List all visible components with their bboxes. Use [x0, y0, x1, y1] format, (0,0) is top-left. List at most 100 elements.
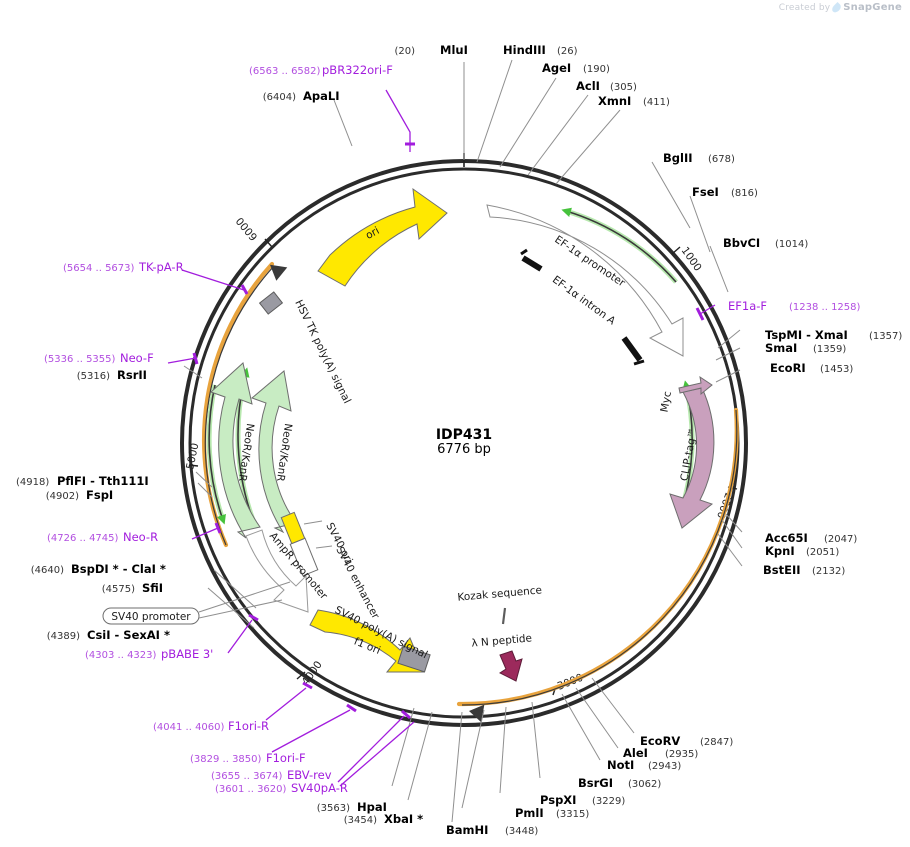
label-tspMI-xmaI: TspMI - XmaI (1357) — [765, 328, 902, 342]
svg-text:(5654 .. 5673): (5654 .. 5673) — [63, 263, 135, 274]
svg-text:(816): (816) — [731, 188, 758, 199]
snapgene-watermark: Created by SnapGene — [778, 1, 902, 14]
watermark-prefix: Created by — [778, 2, 831, 13]
label-bglII: BglII (678) — [663, 151, 735, 165]
label-neo-f-primer: (5336 .. 5355) Neo-F — [44, 351, 154, 365]
feature-label-sv40-promoter: SV40 promoter — [111, 611, 191, 623]
feature-neor-kanr-2: NeoR/KanR — [251, 370, 297, 534]
svg-text:(3454): (3454) — [344, 815, 377, 826]
svg-text:(4303 .. 4323): (4303 .. 4323) — [85, 650, 157, 661]
svg-text:(411): (411) — [643, 97, 670, 108]
svg-text:(2943): (2943) — [648, 761, 681, 772]
label-pmlI: PmlI (3315) — [515, 806, 589, 820]
svg-text:(6563 .. 6582): (6563 .. 6582) — [249, 66, 321, 77]
svg-text:(4640): (4640) — [31, 565, 64, 576]
label-bamHI: BamHI (3448) — [446, 823, 538, 837]
label-f1ori-r-primer: (4041 .. 4060) F1ori-R — [153, 719, 269, 733]
label-hindIII: HindIII (26) — [503, 43, 578, 57]
svg-text:(20): (20) — [394, 46, 415, 57]
feature-ef1a-intron: EF-1α intron A — [520, 248, 645, 366]
svg-text:(4041 .. 4060): (4041 .. 4060) — [153, 722, 225, 733]
svg-text:HindIII: HindIII — [503, 43, 546, 57]
plasmid-center-label: IDP431 6776 bp — [436, 427, 492, 457]
svg-text:EcoRV: EcoRV — [640, 734, 680, 748]
svg-text:Neo-F: Neo-F — [120, 351, 154, 365]
feature-ef1a-promoter: EF-1α promoter — [486, 204, 684, 357]
svg-text:(4575): (4575) — [102, 584, 135, 595]
svg-text:(2935): (2935) — [665, 749, 698, 760]
plasmid-name: IDP431 — [436, 427, 492, 443]
svg-text:(3315): (3315) — [556, 809, 589, 820]
svg-text:HpaI: HpaI — [357, 800, 387, 814]
label-acc65I: Acc65I (2047) — [765, 531, 857, 545]
svg-text:EcoRI: EcoRI — [770, 361, 806, 375]
orange-region-arc — [201, 261, 739, 723]
label-neo-r-primer: (4726 .. 4745) Neo-R — [47, 530, 158, 544]
svg-text:BbvCI: BbvCI — [723, 236, 760, 250]
feature-label-myc: Myc — [658, 390, 674, 413]
svg-text:6000: 6000 — [234, 215, 260, 243]
leader-lines — [183, 59, 743, 823]
svg-text:(3563): (3563) — [317, 803, 350, 814]
svg-text:(190): (190) — [583, 64, 610, 75]
label-apaLI: (6404) ApaLI — [263, 89, 340, 103]
svg-text:(3601 .. 3620): (3601 .. 3620) — [215, 784, 287, 795]
watermark-brand: SnapGene — [843, 2, 902, 13]
svg-text:(3062): (3062) — [628, 779, 661, 790]
label-rsrII: (5316) RsrII — [77, 368, 147, 382]
label-hpaI: (3563) HpaI — [317, 800, 387, 814]
svg-text:(5316): (5316) — [77, 371, 110, 382]
svg-text:PspXI: PspXI — [540, 793, 576, 807]
svg-text:F1ori-F: F1ori-F — [266, 751, 306, 765]
label-ecoRI: EcoRI (1453) — [770, 361, 853, 375]
svg-text:XbaI *: XbaI * — [384, 812, 423, 826]
svg-text:5000: 5000 — [184, 442, 201, 471]
feature-label-ef1a-intron: EF-1α intron A — [550, 274, 618, 328]
svg-text:PmlI: PmlI — [515, 806, 544, 820]
label-tk-pa-r-primer: (5654 .. 5673) TK-pA-R — [63, 260, 184, 274]
label-bstEII: BstEII (2132) — [763, 563, 845, 577]
label-f1ori-f-primer: (3829 .. 3850) F1ori-F — [190, 751, 306, 765]
svg-text:FseI: FseI — [692, 185, 719, 199]
svg-text:EF1a-F: EF1a-F — [728, 299, 767, 313]
label-xbaI: (3454) XbaI * — [344, 812, 423, 826]
label-pflFI-tth111I: (4918) PflFI - Tth111I — [16, 474, 149, 488]
svg-text:TK-pA-R: TK-pA-R — [138, 260, 184, 274]
svg-text:(26): (26) — [557, 46, 578, 57]
svg-text:(4726 .. 4745): (4726 .. 4745) — [47, 533, 119, 544]
svg-text:(1453): (1453) — [820, 364, 853, 375]
svg-text:pBABE 3': pBABE 3' — [161, 647, 213, 661]
svg-text:1000: 1000 — [679, 245, 704, 274]
label-pspXI: PspXI (3229) — [540, 793, 625, 807]
label-pbabe3-primer: (4303 .. 4323) pBABE 3' — [85, 647, 213, 661]
label-ef1a-f-primer: EF1a-F (1238 .. 1258) — [728, 299, 861, 313]
feature-label-hsv-tk: HSV TK poly(A) signal — [292, 298, 353, 405]
svg-text:TspMI - XmaI: TspMI - XmaI — [765, 328, 848, 342]
feature-kozak: Kozak sequence — [457, 584, 542, 625]
svg-text:(3229): (3229) — [592, 796, 625, 807]
svg-text:BsrGI: BsrGI — [578, 776, 613, 790]
svg-text:(3829 .. 3850): (3829 .. 3850) — [190, 754, 262, 765]
label-ecoRV: EcoRV (2847) — [640, 734, 733, 748]
svg-text:BstEII: BstEII — [763, 563, 801, 577]
feature-ampr-promoter: AmpR promoter — [245, 529, 330, 613]
svg-text:SmaI: SmaI — [765, 341, 797, 355]
svg-text:FspI: FspI — [86, 488, 113, 502]
label-bspDI-claI: (4640) BspDI * - ClaI * — [31, 562, 166, 576]
svg-text:SfiI: SfiI — [142, 581, 163, 595]
svg-text:(1238 .. 1258): (1238 .. 1258) — [789, 302, 861, 313]
label-aleI: AleI (2935) — [623, 746, 698, 760]
svg-text:(3655 .. 3674): (3655 .. 3674) — [211, 771, 283, 782]
label-fseI: FseI (816) — [692, 185, 758, 199]
svg-text:PflFI - Tth111I: PflFI - Tth111I — [57, 474, 149, 488]
label-notI: NotI (2943) — [607, 758, 681, 772]
svg-text:F1ori-R: F1ori-R — [228, 719, 269, 733]
feature-ori: ori — [317, 187, 448, 287]
svg-text:BglII: BglII — [663, 151, 693, 165]
label-ebv-rev-primer: (3655 .. 3674) EBV-rev — [211, 768, 332, 782]
svg-text:(6404): (6404) — [263, 92, 296, 103]
svg-text:(305): (305) — [610, 82, 637, 93]
label-fspI: (4902) FspI — [46, 488, 113, 502]
